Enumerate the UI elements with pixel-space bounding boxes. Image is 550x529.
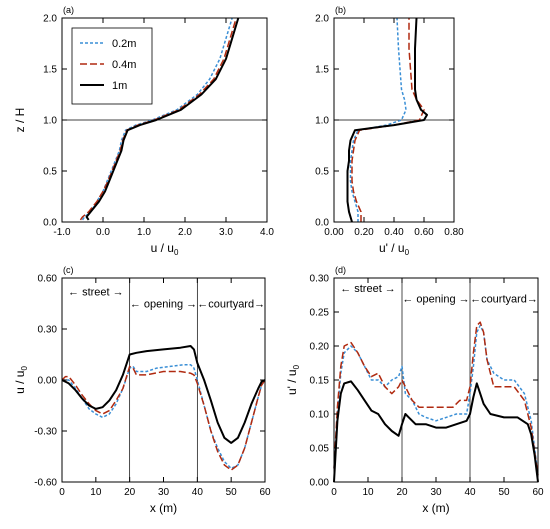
panel-label: (b) — [335, 5, 346, 15]
x-tick-label: 4.0 — [260, 227, 274, 238]
x-tick-label: 0.60 — [414, 227, 434, 238]
y-tick-label: 0.25 — [310, 308, 330, 319]
region-annotation: ← street → — [68, 287, 124, 299]
y-tick-label: 0.20 — [310, 342, 330, 353]
x-tick-label: 20 — [124, 487, 136, 498]
series-line-0.4m — [351, 18, 425, 222]
y-tick-label: 0.5 — [315, 167, 329, 178]
x-tick-label: 0.0 — [96, 227, 110, 238]
panel-1: 0.00 0.20 0.40 0.60 0.80 0.0 0.5 1.0 1.5 2.0 (b) u'… — [315, 5, 464, 257]
y-tick-label: 1.5 — [315, 65, 329, 76]
y-axis-label: z / H — [13, 108, 27, 133]
series-line-1m — [85, 17, 240, 221]
y-tick-label: 1.5 — [43, 65, 57, 76]
x-tick-label: 0.80 — [444, 227, 464, 238]
region-annotation: ←courtyard→ — [470, 293, 538, 305]
series-line-1m — [346, 17, 428, 223]
x-tick-label: 30 — [430, 487, 442, 498]
y-tick-label: 1.0 — [43, 116, 57, 127]
x-axis-label: x (m) — [150, 501, 177, 515]
y-tick-label: 2.0 — [315, 14, 329, 25]
y-tick-label: 0.00 — [310, 478, 330, 489]
region-annotation: ← street → — [340, 283, 396, 295]
legend-label: 0.2m — [112, 38, 136, 50]
plot-frame — [333, 277, 539, 483]
x-tick-label: 2.0 — [178, 227, 192, 238]
panel-label: (d) — [335, 265, 346, 275]
x-tick-label: 0 — [59, 487, 65, 498]
y-tick-label: 0.00 — [38, 376, 58, 387]
x-axis-label: u / u0 — [151, 241, 179, 257]
y-tick-label: 0.10 — [310, 410, 330, 421]
panel-label: (a) — [63, 5, 74, 15]
x-tick-label: 3.0 — [219, 227, 233, 238]
x-tick-label: 20 — [396, 487, 408, 498]
x-tick-label: 40 — [464, 487, 476, 498]
series-line-0.4m — [61, 365, 266, 471]
y-axis-label: u' / u0 — [285, 364, 301, 395]
x-tick-label: 0.20 — [354, 227, 374, 238]
series-line-1m — [333, 380, 539, 483]
x-tick-label: 0 — [331, 487, 337, 498]
y-tick-label: 1.0 — [315, 116, 329, 127]
legend-label: 1m — [112, 80, 127, 92]
x-axis-label: x (m) — [422, 501, 449, 515]
x-tick-label: 0.40 — [384, 227, 404, 238]
y-tick-label: -0.60 — [34, 478, 57, 489]
y-tick-label: 0.0 — [43, 218, 57, 229]
y-tick-label: 0.0 — [315, 218, 329, 229]
x-axis-label: u' / u0 — [379, 241, 410, 257]
x-tick-label: 60 — [259, 487, 271, 498]
panel-2: 0 10 20 30 40 50 60 -0.60 -0.30 0.00 0.30 0.60 (c) x … — [13, 265, 271, 515]
x-tick-label: 1.0 — [137, 227, 151, 238]
region-annotation: ← opening → — [130, 299, 197, 311]
x-tick-label: 30 — [158, 487, 170, 498]
region-annotation: ←courtyard→ — [197, 299, 265, 311]
legend-label: 0.4m — [112, 59, 136, 71]
legend: 0.2m 0.4m 1m — [71, 27, 153, 105]
x-tick-label: 50 — [226, 487, 238, 498]
panel-0: -1.0 0.0 1.0 2.0 3.0 4.00.00.51.01.52.0(a)u /… — [13, 5, 274, 257]
series-line-0.2m — [81, 17, 233, 221]
series-line-0.2m — [62, 363, 266, 470]
y-tick-label: 0.30 — [38, 325, 58, 336]
panel-3: 0 10 20 30 40 50 60 0.00 0.05 0.10 0.15 0.20 0.25 0.3… — [285, 265, 544, 515]
x-tick-label: 50 — [498, 487, 510, 498]
x-tick-label: 10 — [90, 487, 102, 498]
y-tick-label: 0.15 — [310, 376, 330, 387]
x-tick-label: -1.0 — [53, 227, 71, 238]
series-line-0.2m — [333, 324, 539, 476]
region-annotation: ← opening → — [402, 293, 469, 305]
series-line-0.4m — [333, 321, 539, 476]
y-tick-label: 0.60 — [38, 274, 58, 285]
x-tick-label: 60 — [532, 487, 544, 498]
x-tick-label: 10 — [362, 487, 374, 498]
legend-box — [71, 27, 153, 105]
y-tick-label: 0.5 — [43, 167, 57, 178]
y-tick-label: 0.30 — [310, 274, 330, 285]
y-axis-label: u / u0 — [13, 366, 29, 394]
y-tick-label: -0.30 — [34, 427, 57, 438]
panel-label: (c) — [63, 265, 74, 275]
y-tick-label: 2.0 — [43, 14, 57, 25]
y-tick-label: 0.05 — [310, 444, 330, 455]
x-tick-label: 0.00 — [324, 227, 344, 238]
series-line-1m — [61, 345, 266, 444]
x-tick-label: 40 — [192, 487, 204, 498]
